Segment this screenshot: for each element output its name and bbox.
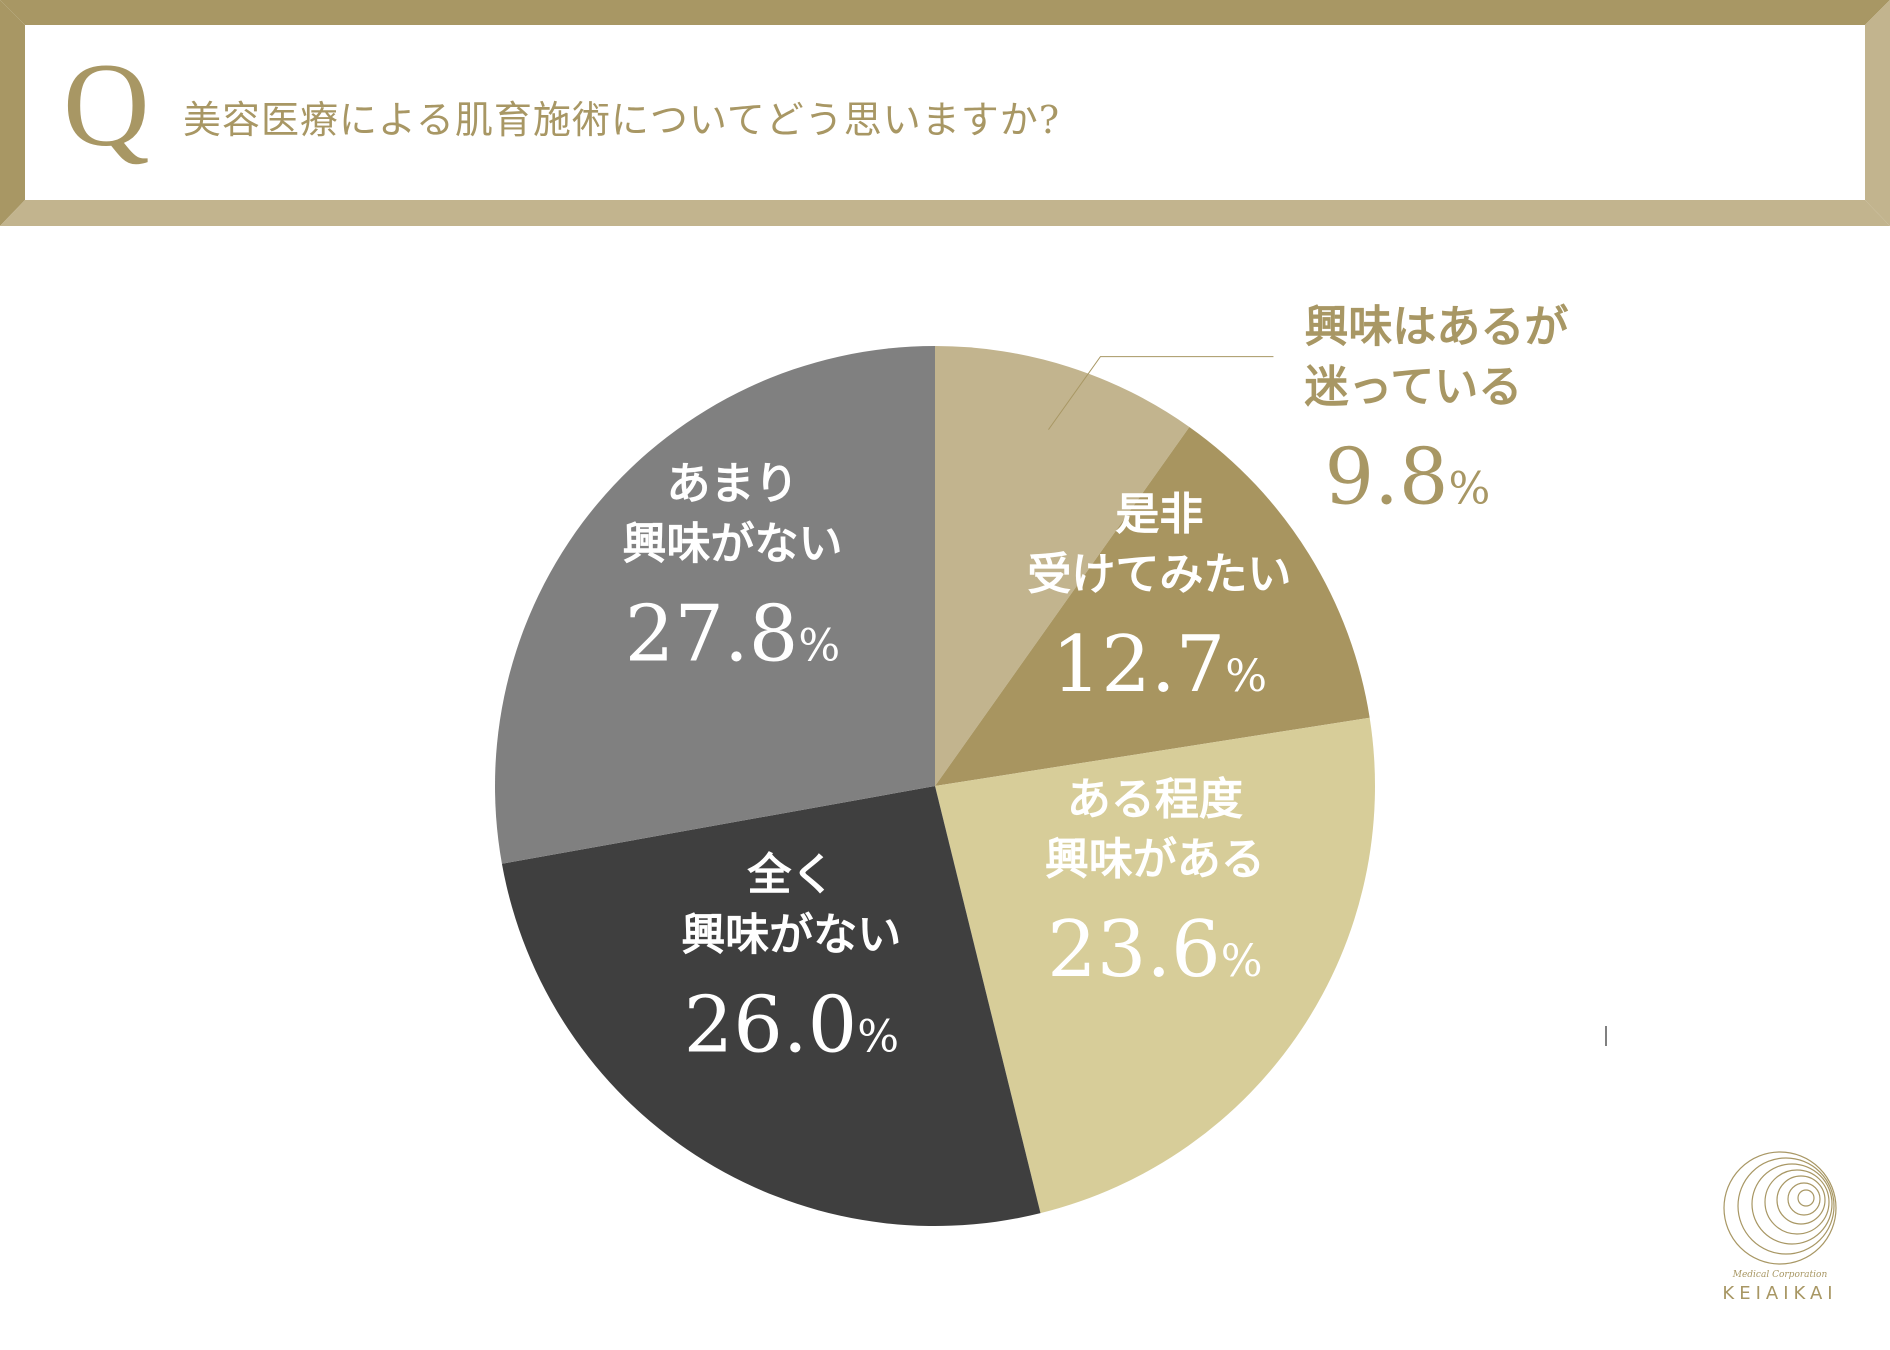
keiaikai-logo: [1723, 1151, 1837, 1265]
slice-label-line: ある程度: [1067, 774, 1243, 825]
slice-value: 27.8%: [625, 590, 840, 680]
pie-slice-2: [935, 717, 1375, 1214]
slice-label-line: 興味がない: [681, 909, 901, 960]
slice-label-line: 興味はあるが: [1304, 302, 1568, 353]
question-title: 美容医療による肌育施術についてどう思いますか?: [183, 98, 1061, 142]
q-letter: Q: [63, 38, 150, 171]
slice-label-line: あまり: [666, 459, 798, 510]
logo-name: KEIAIKAI: [1722, 1283, 1838, 1304]
header-frame: [0, 0, 1890, 226]
pie-slice-4: [494, 346, 935, 864]
slice-label-line: 受けてみたい: [1027, 549, 1291, 600]
slice-label-line: 迷っている: [1304, 362, 1522, 413]
pie-slice-1: [935, 426, 1370, 786]
slice-value: 26.0%: [684, 980, 899, 1070]
slice-label-line: 全く: [746, 849, 835, 900]
slice-label-line: 是非: [1115, 489, 1203, 540]
pie-slice-3: [501, 786, 1041, 1226]
pie-slice-0: [935, 346, 1190, 786]
logo-subtitle: Medical Corporation: [1732, 1270, 1828, 1280]
slice-label-line: 興味がある: [1045, 834, 1265, 885]
slice-value: 23.6%: [1047, 905, 1262, 995]
question-box: Q 美容医療による肌育施術についてどう思いますか?: [25, 25, 1865, 200]
leader-line-0: [1048, 356, 1274, 430]
slice-value: 12.7%: [1052, 620, 1267, 710]
slice-label-line: 興味がない: [622, 519, 842, 570]
slice-value: 9.8%: [1324, 433, 1490, 523]
